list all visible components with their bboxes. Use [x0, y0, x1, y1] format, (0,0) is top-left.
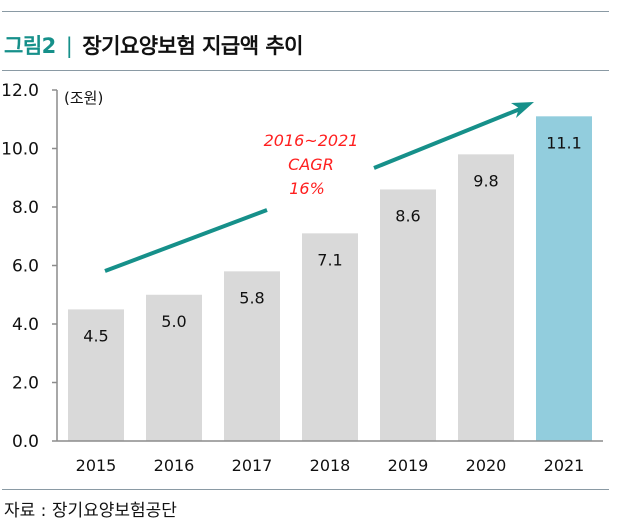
title-rule: [2, 70, 609, 71]
x-axis: 2015 2016 2017 2018 2019 2020 2021: [57, 440, 603, 475]
trend-arrow-segment: [104, 208, 268, 273]
source-note: 자료 : 장기요양보험공단: [4, 501, 177, 521]
bar-value-label: 9.8: [473, 171, 498, 190]
y-tick-label: 10.0: [1, 140, 39, 160]
bar-value-label: 4.5: [83, 326, 108, 345]
x-tick-label: 2020: [466, 456, 507, 475]
title-separator: |: [65, 34, 73, 58]
y-tick-label: 2.0: [12, 374, 39, 394]
bar-2019: [380, 189, 436, 441]
trend-arrow: [104, 102, 534, 273]
bar-value-label: 5.8: [239, 288, 264, 307]
y-axis: 0.0 2.0 4.0 6.0 8.0 10.0 12.0: [1, 81, 58, 452]
x-tick-label: 2018: [310, 456, 351, 475]
y-tick-label: 4.0: [12, 315, 39, 335]
bar-value-label: 11.1: [546, 133, 582, 152]
chart-title: 장기요양보험 지급액 추이: [82, 34, 303, 58]
y-tick-label: 8.0: [12, 198, 39, 218]
bar-value-label: 7.1: [317, 250, 342, 269]
bar-2017: [224, 271, 280, 441]
bar-2015: [68, 309, 124, 441]
bar-2018: [302, 233, 358, 441]
bar-2016: [146, 294, 202, 441]
y-tick-label: 6.0: [12, 257, 39, 277]
unit-label: (조원): [64, 89, 103, 107]
bar-value-label: 8.6: [395, 206, 420, 225]
cagr-annotation-line: 2016~2021: [264, 131, 359, 150]
bottom-rule: [2, 489, 609, 490]
trend-arrow-segment: [373, 105, 526, 170]
x-tick-label: 2019: [388, 456, 429, 475]
x-tick-label: 2017: [232, 456, 273, 475]
bars: 4.5 5.0 5.8 7.1 8.6 9.8 11.1: [68, 116, 592, 441]
trend-arrowhead-icon: [511, 102, 534, 118]
top-rule: [2, 11, 609, 12]
bar-value-label: 5.0: [161, 312, 186, 331]
cagr-annotation: 2016~2021 CAGR 16%: [264, 131, 359, 198]
x-tick-label: 2016: [154, 456, 195, 475]
cagr-annotation-line: 16%: [289, 179, 325, 198]
x-tick-label: 2015: [76, 456, 117, 475]
y-tick-label: 0.0: [12, 432, 39, 452]
x-tick-label: 2021: [544, 456, 585, 475]
bar-2021: [536, 116, 592, 441]
bar-2020: [458, 154, 514, 441]
y-tick-label: 12.0: [1, 81, 39, 101]
cagr-annotation-line: CAGR: [288, 155, 334, 174]
figure-label: 그림2: [4, 34, 56, 58]
figure-title: 그림2 | 장기요양보험 지급액 추이: [4, 30, 303, 60]
